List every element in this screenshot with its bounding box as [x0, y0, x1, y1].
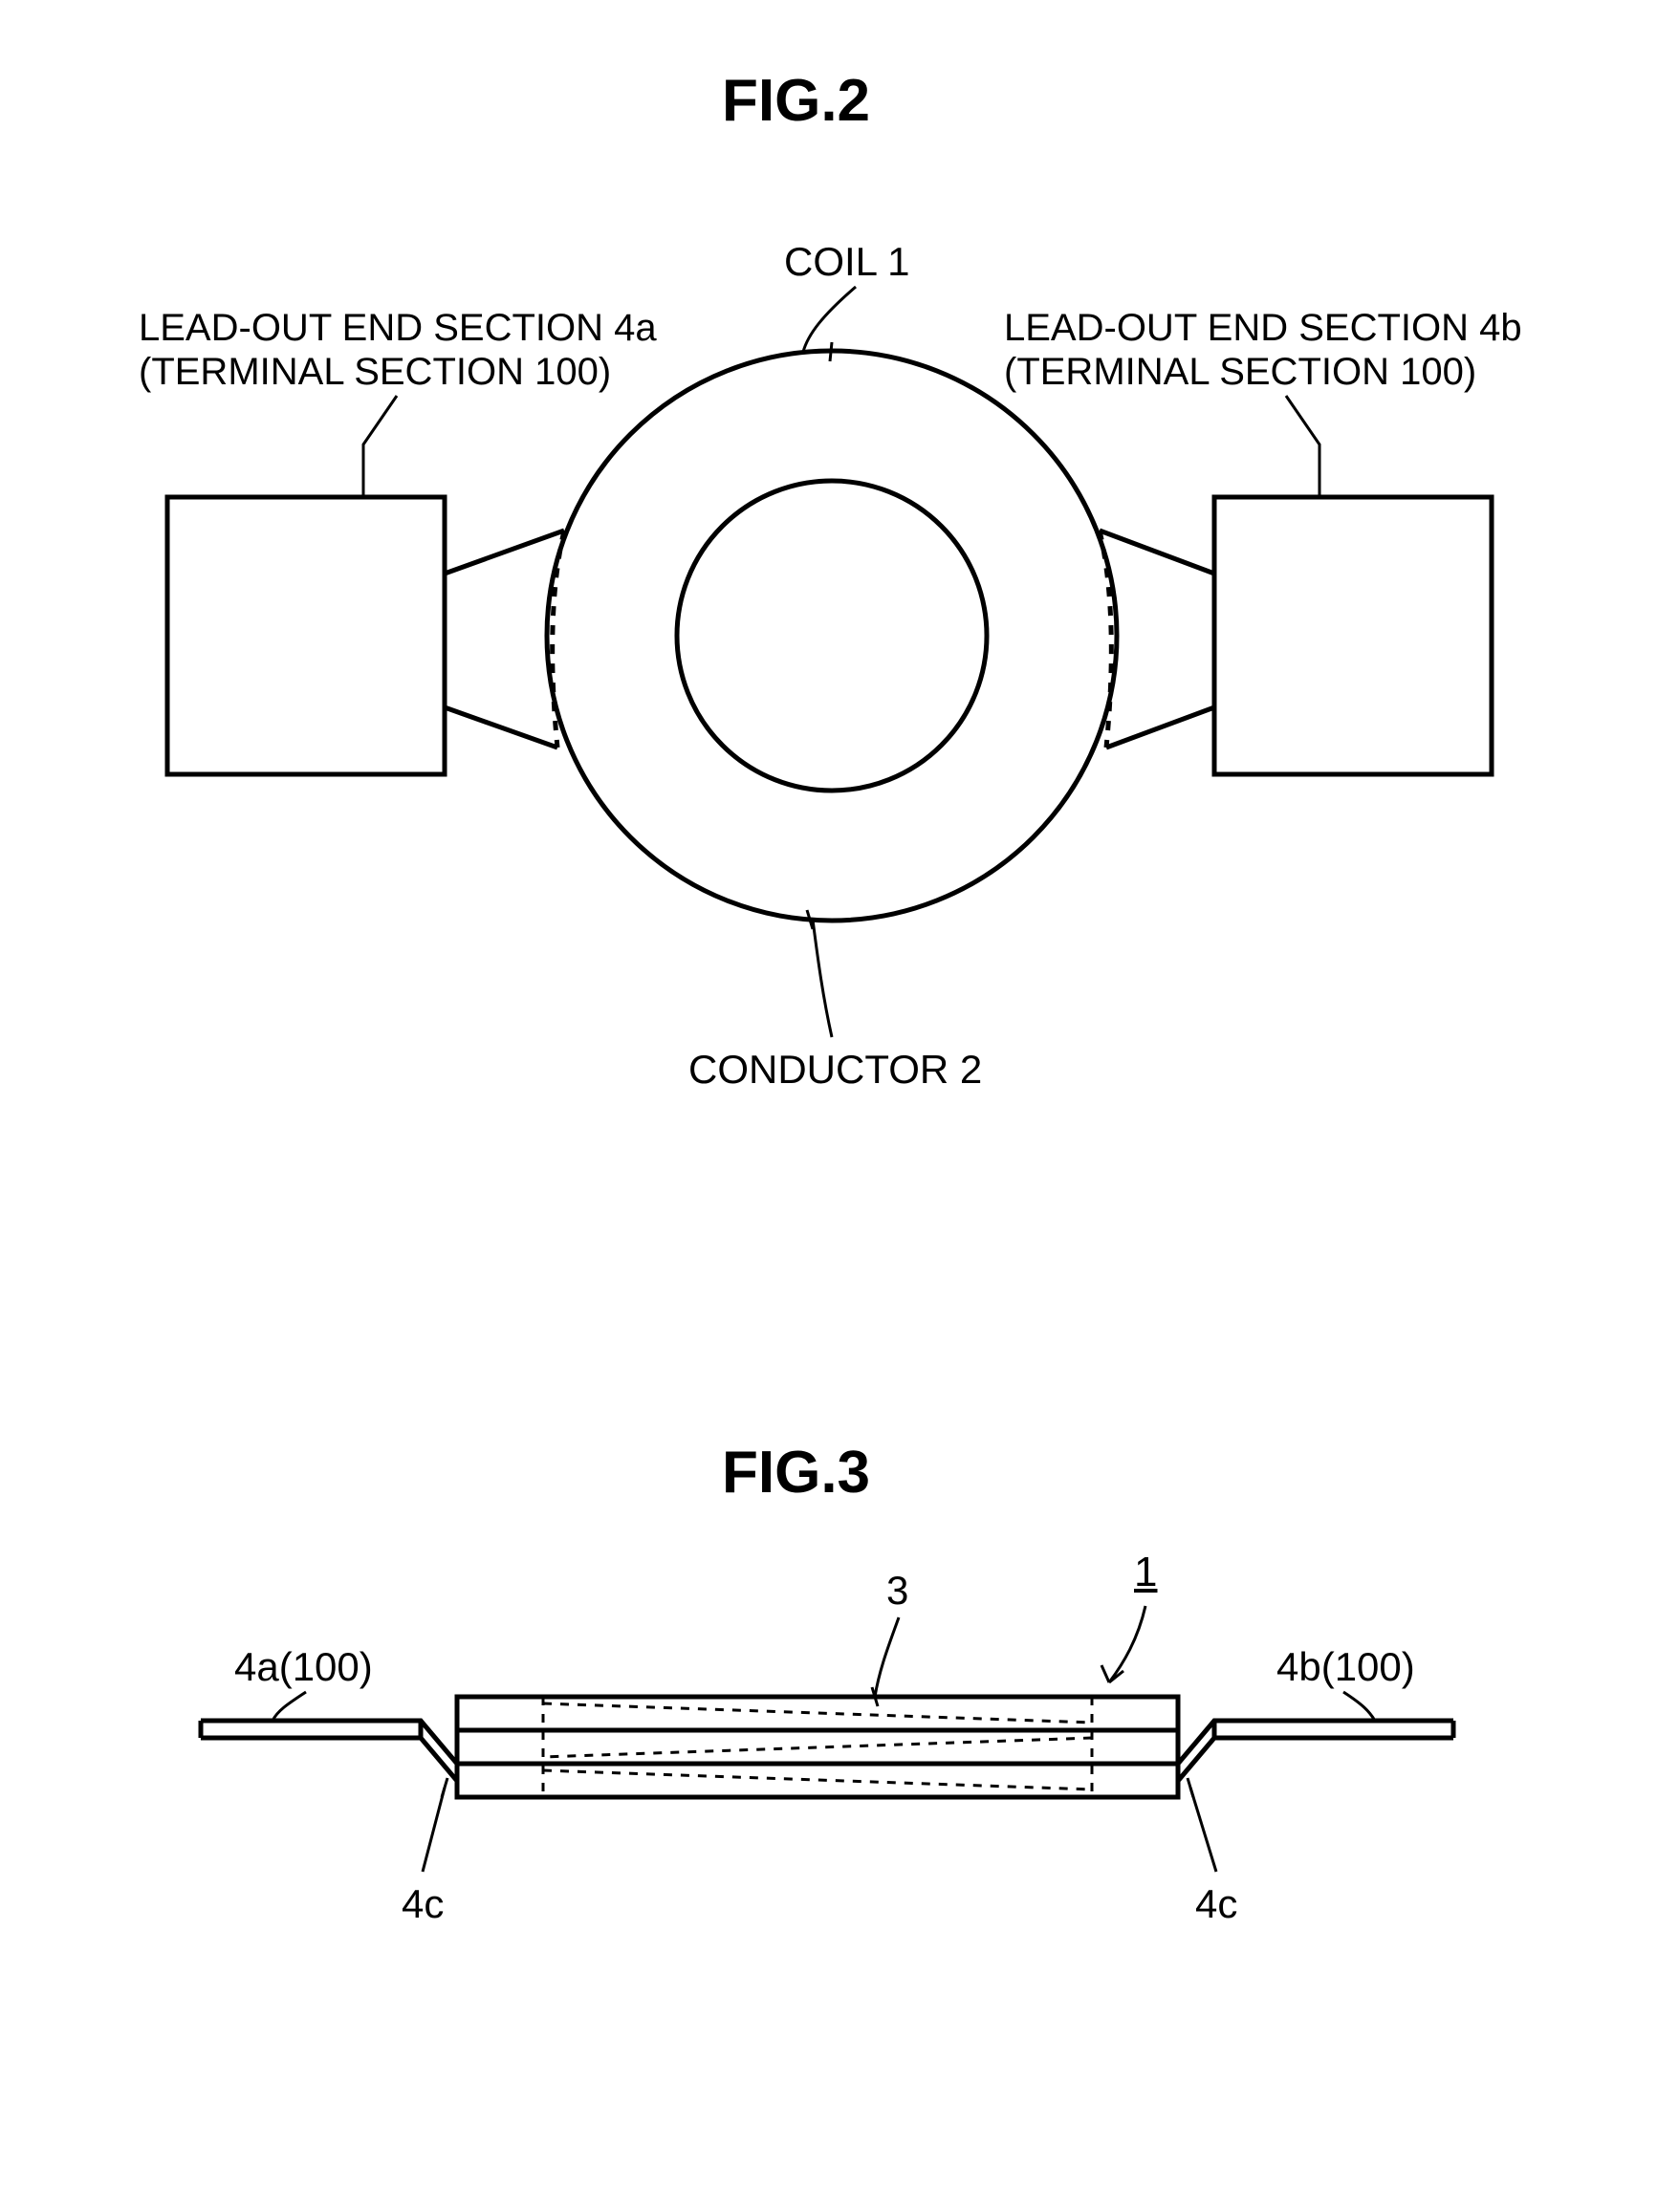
fig2-right-conn-bot: [1106, 707, 1214, 748]
fig2-inner-circle: [677, 481, 987, 791]
page: FIG.2 COIL 1 LEAD-OUT END SECTION 4a (TE…: [0, 0, 1679, 2212]
fig3-tick-4c-right: [1188, 1778, 1193, 1797]
fig3-leader-4c-right: [1190, 1788, 1216, 1872]
fig3-diag2: [543, 1738, 1092, 1757]
fig3-diag1: [543, 1703, 1092, 1723]
fig3-lead-right-bot: [1178, 1738, 1453, 1781]
fig3-row3: [457, 1764, 1178, 1797]
fig2-left-conn-top: [445, 531, 564, 574]
fig3-svg: [0, 1338, 1679, 2103]
fig2-tick-coil: [830, 342, 832, 361]
fig3-row2: [457, 1730, 1178, 1764]
fig3-leader-1: [1109, 1606, 1145, 1682]
fig2-right-conn-top: [1100, 531, 1214, 574]
fig3-leader-4b: [1343, 1692, 1375, 1721]
fig2-leader-4a: [363, 396, 397, 497]
fig2-outer-circle: [547, 351, 1117, 921]
fig3-lead-right-top: [1178, 1721, 1453, 1764]
fig2-svg: [0, 0, 1679, 1147]
fig3-diag3: [543, 1770, 1092, 1789]
fig2-leader-4b: [1286, 396, 1319, 497]
fig3-leader-4c-left: [423, 1788, 445, 1872]
fig2-rect-4a: [167, 497, 445, 774]
fig3-leader-3: [875, 1617, 899, 1697]
fig2-left-conn-bot: [445, 707, 557, 748]
fig2-rect-4b: [1214, 497, 1492, 774]
fig3-lead-left-bot: [201, 1738, 457, 1781]
fig2-leader-conductor: [813, 920, 832, 1037]
fig2-leader-coil: [803, 287, 856, 352]
fig3-row1: [457, 1697, 1178, 1730]
fig3-tick-4c-left: [442, 1778, 447, 1797]
fig3-leader-4a: [273, 1692, 306, 1721]
